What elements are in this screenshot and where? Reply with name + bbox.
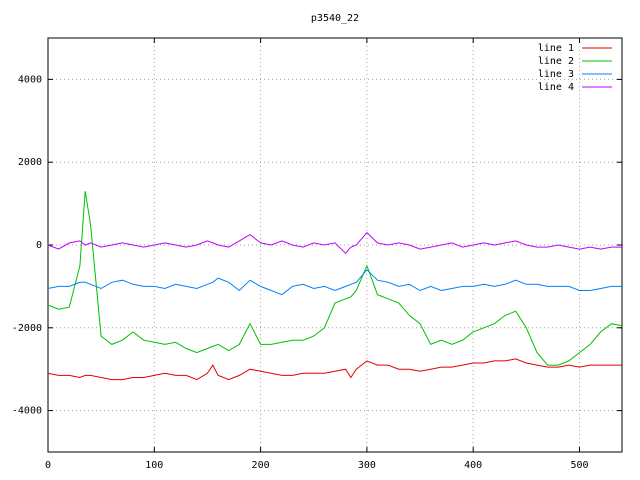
series-line: [47, 231, 622, 255]
y-tick-label: 2000: [18, 157, 42, 168]
legend-label: line 3: [538, 69, 574, 80]
x-tick-label: 100: [145, 460, 163, 471]
legend-label: line 4: [538, 82, 574, 93]
x-tick-label: 500: [570, 460, 588, 471]
y-tick-label: -2000: [12, 323, 42, 334]
y-tick-label: -4000: [12, 406, 42, 417]
series-line: [47, 269, 622, 296]
chart-title: p3540_22: [311, 13, 359, 24]
x-tick-label: 200: [252, 460, 270, 471]
legend-label: line 1: [538, 43, 574, 54]
series-line: [47, 358, 622, 381]
y-tick-label: 4000: [18, 74, 42, 85]
legend-label: line 2: [538, 56, 574, 67]
x-tick-label: 300: [358, 460, 376, 471]
x-tick-label: 400: [464, 460, 482, 471]
series-line: [47, 191, 623, 366]
x-tick-label: 0: [45, 460, 51, 471]
y-tick-label: 0: [36, 240, 42, 251]
